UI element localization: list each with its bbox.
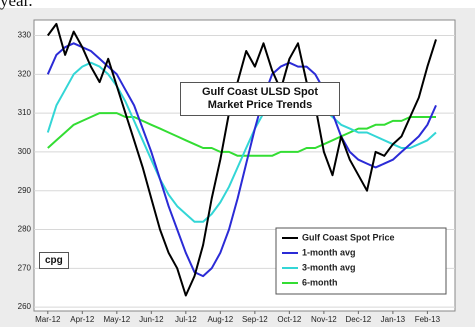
legend-label: 3-month avg bbox=[302, 262, 356, 272]
x-tick-label: Mar-12 bbox=[35, 315, 61, 324]
y-tick-label: 320 bbox=[18, 69, 32, 78]
legend-label: Gulf Coast Spot Price bbox=[302, 232, 395, 242]
legend-label: 6-month bbox=[302, 277, 338, 287]
y-tick-label: 260 bbox=[18, 302, 32, 311]
x-tick-label: Oct-12 bbox=[277, 315, 302, 324]
x-tick-label: Jan-13 bbox=[381, 315, 406, 324]
y-tick-label: 330 bbox=[18, 31, 32, 40]
line-series bbox=[46, 22, 437, 297]
y-tick-label: 300 bbox=[18, 147, 32, 156]
x-tick-label: Aug-12 bbox=[207, 315, 233, 324]
caption: year. bbox=[0, 0, 33, 10]
x-tick-label: Apr-12 bbox=[70, 315, 95, 324]
y-tick-label: 270 bbox=[18, 263, 32, 272]
y-tick-label: 280 bbox=[18, 225, 32, 234]
chart-title: Gulf Coast ULSD Spot Market Price Trends bbox=[180, 82, 340, 116]
y-tick-label: 290 bbox=[18, 186, 32, 195]
y-tick-label: 310 bbox=[18, 108, 32, 117]
x-tick-label: Jun-12 bbox=[139, 315, 164, 324]
legend-label: 1-month avg bbox=[302, 247, 356, 257]
line-series bbox=[46, 61, 437, 223]
x-tick-label: Dec-12 bbox=[345, 315, 371, 324]
legend-box bbox=[275, 227, 447, 295]
y-axis-label: cpg bbox=[39, 252, 69, 269]
x-tick-label: May-12 bbox=[103, 315, 130, 324]
x-tick-label: Feb-13 bbox=[415, 315, 441, 324]
x-tick-label: Sep-12 bbox=[242, 315, 268, 324]
x-tick-label: Nov-12 bbox=[311, 315, 337, 324]
x-tick-label: Jul-12 bbox=[175, 315, 197, 324]
